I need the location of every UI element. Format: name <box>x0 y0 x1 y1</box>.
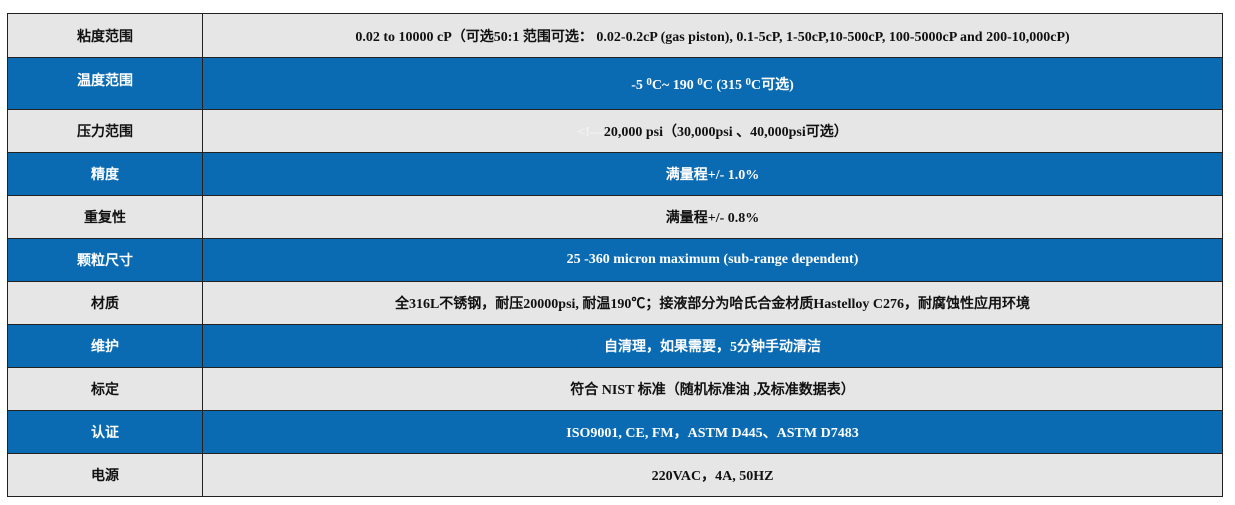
spec-label: 颗粒尺寸 <box>7 238 203 282</box>
spec-label: 材质 <box>7 281 203 325</box>
spec-label: 压力范围 <box>7 109 203 153</box>
spec-value: 满量程+/- 1.0% <box>202 152 1223 196</box>
spec-value: 0.02 to 10000 cP（可选50:1 范围可选： 0.02-0.2cP… <box>202 13 1223 58</box>
spec-value: -5 0C~ 190 0C (315 0C可选) <box>202 57 1223 110</box>
spec-label: 电源 <box>7 453 203 497</box>
spec-row-particle-size: 颗粒尺寸 25 -360 micron maximum (sub-range d… <box>7 238 1223 282</box>
spec-value: ISO9001, CE, FM，ASTM D445、ASTM D7483 <box>202 410 1223 454</box>
spec-row-viscosity: 粘度范围 0.02 to 10000 cP（可选50:1 范围可选： 0.02-… <box>7 13 1223 58</box>
spec-row-maintenance: 维护 自清理，如果需要，5分钟手动清洁 <box>7 324 1223 368</box>
spec-label: 重复性 <box>7 195 203 239</box>
spec-label: 温度范围 <box>7 57 203 110</box>
text: C~ 190 <box>651 77 698 93</box>
text: 20,000 psi（30,000psi 、40,000psi可选） <box>603 125 848 140</box>
spec-value: 符合 NIST 标准（随机标准油 ,及标准数据表） <box>202 367 1223 411</box>
text: -5 <box>631 77 647 93</box>
superscript: 0 <box>646 75 652 88</box>
spec-label: 标定 <box>7 367 203 411</box>
spec-row-calibration: 标定 符合 NIST 标准（随机标准油 ,及标准数据表） <box>7 367 1223 411</box>
text: C (315 <box>702 77 746 93</box>
spec-value: 全316L不锈钢，耐压20000psi, 耐温190℃；接液部分为哈氏合金材质H… <box>202 281 1223 325</box>
spec-label: 认证 <box>7 410 203 454</box>
superscript: 0 <box>745 75 752 88</box>
spec-value: 满量程+/- 0.8% <box>202 195 1223 239</box>
spec-label: 精度 <box>7 152 203 196</box>
spec-value: 220VAC，4A, 50HZ <box>202 453 1223 497</box>
spec-row-pressure: 压力范围 <!—20,000 psi（30,000psi 、40,000psi可… <box>7 109 1223 153</box>
spec-table: 粘度范围 0.02 to 10000 cP（可选50:1 范围可选： 0.02-… <box>7 13 1223 497</box>
spec-value: <!—20,000 psi（30,000psi 、40,000psi可选） <box>202 109 1223 153</box>
spec-label: 粘度范围 <box>7 13 203 58</box>
spec-row-accuracy: 精度 满量程+/- 1.0% <box>7 152 1223 196</box>
comment-artifact: <!— <box>577 125 604 140</box>
spec-row-repeatability: 重复性 满量程+/- 0.8% <box>7 195 1223 239</box>
spec-row-power: 电源 220VAC，4A, 50HZ <box>7 453 1223 497</box>
spec-value: 自清理，如果需要，5分钟手动清洁 <box>202 324 1223 368</box>
spec-label: 维护 <box>7 324 203 368</box>
spec-value: 25 -360 micron maximum (sub-range depend… <box>202 238 1223 282</box>
text: C可选) <box>751 77 794 93</box>
spec-row-material: 材质 全316L不锈钢，耐压20000psi, 耐温190℃；接液部分为哈氏合金… <box>7 281 1223 325</box>
spec-row-temperature: 温度范围 -5 0C~ 190 0C (315 0C可选) <box>7 57 1223 110</box>
spec-row-certification: 认证 ISO9001, CE, FM，ASTM D445、ASTM D7483 <box>7 410 1223 454</box>
superscript: 0 <box>697 75 703 88</box>
